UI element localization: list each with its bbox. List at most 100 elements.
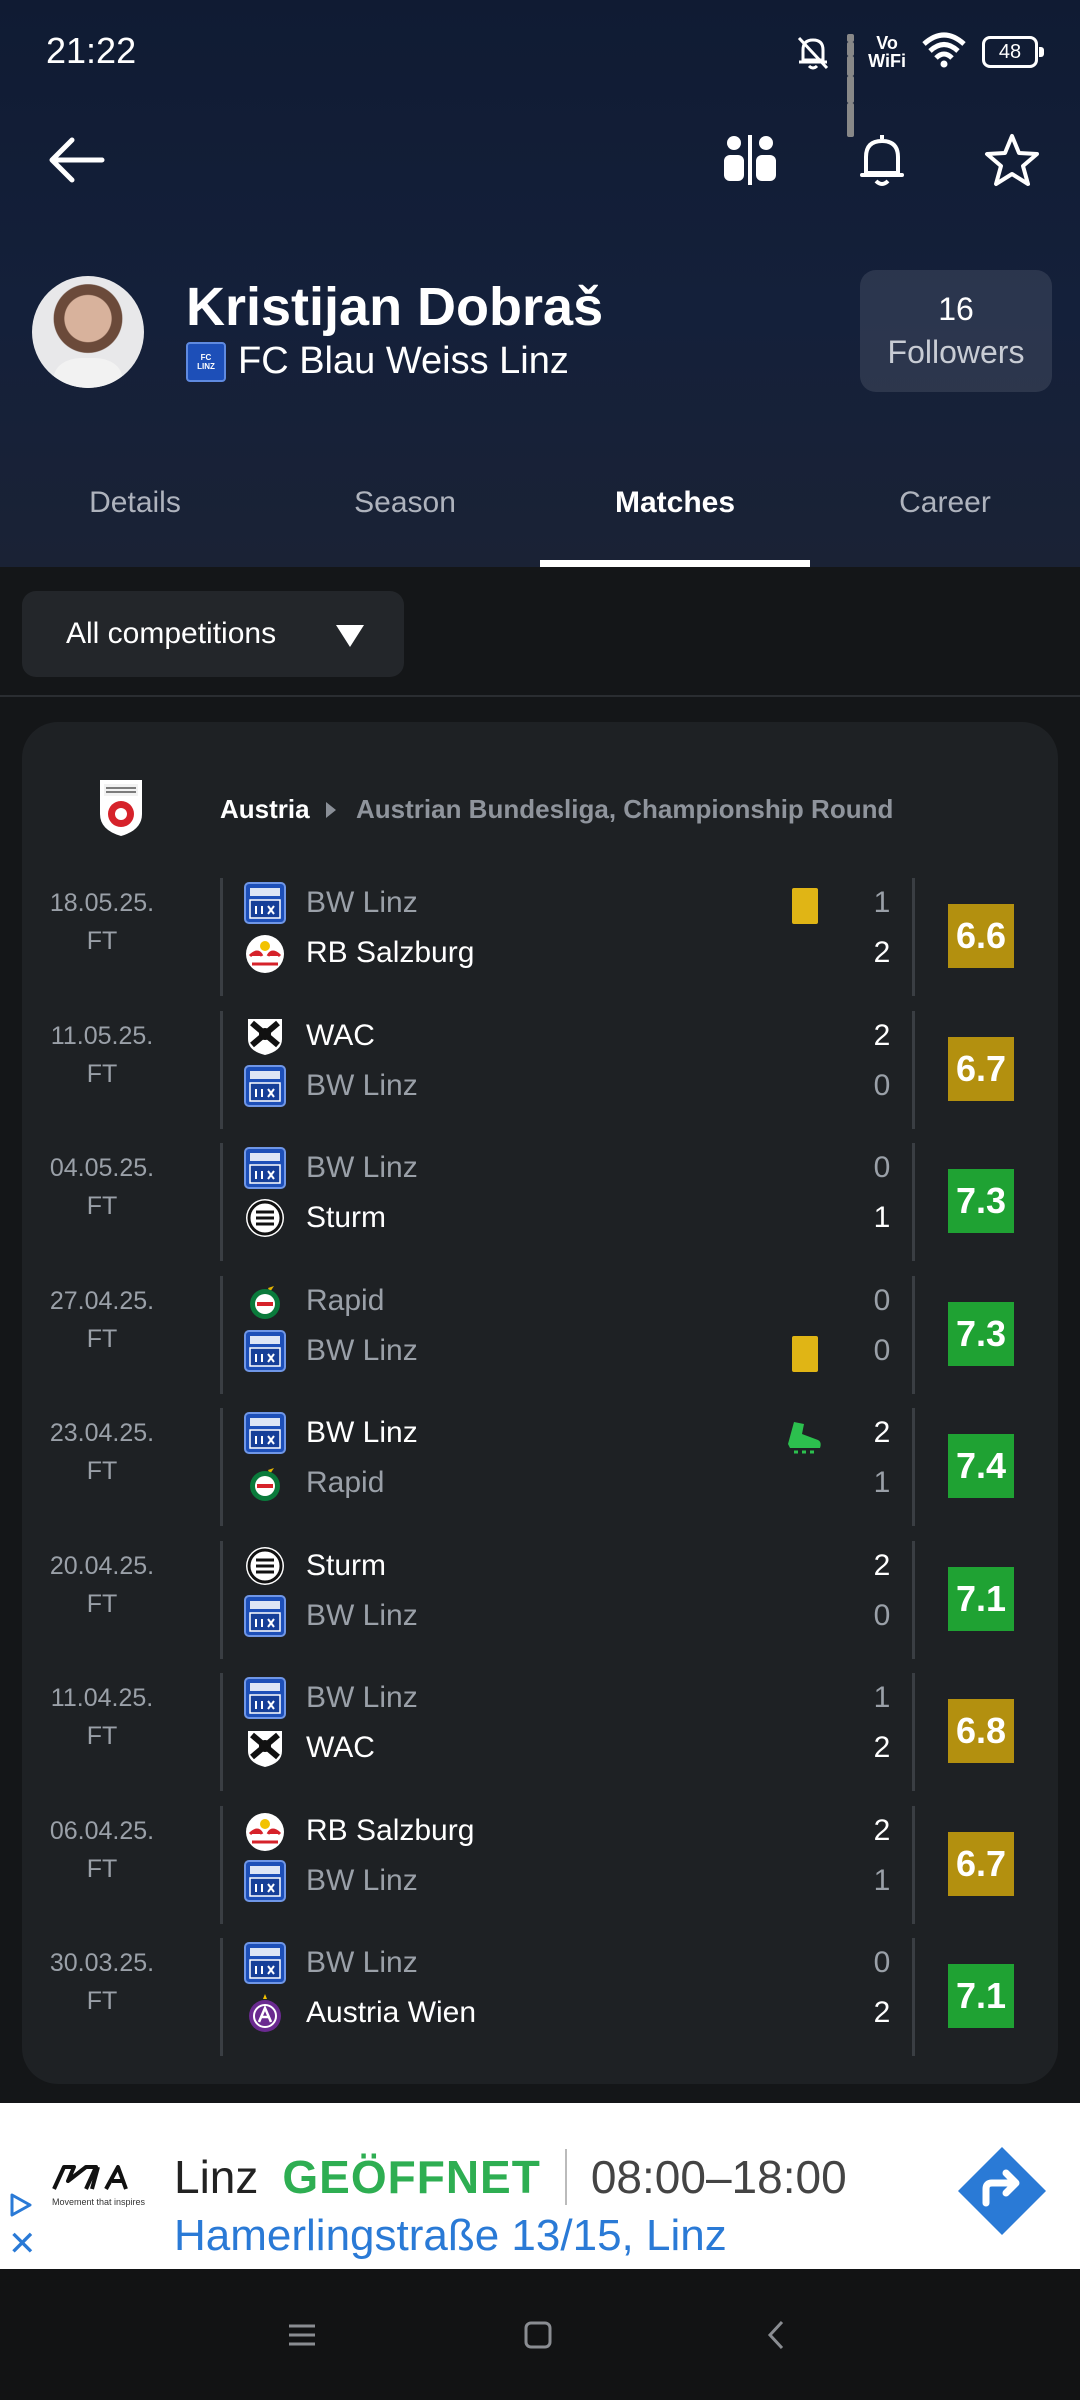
away-score: 0 [873, 1333, 891, 1367]
home-score: 2 [873, 1548, 891, 1582]
boot-icon [788, 1422, 821, 1454]
chevron-left-icon [767, 2320, 784, 2350]
ad-close-button[interactable]: ✕ [8, 2225, 37, 2263]
tab-matches[interactable]: Matches [540, 462, 810, 568]
divider [912, 1010, 915, 1129]
match-date-text: 18.05.25. [49, 889, 155, 917]
favorite-button[interactable] [970, 118, 1054, 202]
follow-notifications-button[interactable] [840, 118, 924, 202]
match-status: FT [86, 1457, 118, 1485]
home-button[interactable] [508, 2305, 568, 2365]
match-date-text: 11.05.25. [50, 1021, 154, 1050]
home-team-name: Sturm [306, 1548, 387, 1582]
away-score: 2 [873, 1996, 891, 2029]
tab-career[interactable]: Career [899, 486, 991, 519]
home-score: 2 [873, 1018, 891, 1052]
match-row[interactable]: 18.05.25. FT BW Linz RB Salzburg 1 2 6.6 [22, 872, 1058, 996]
home-team: Rapid [244, 1276, 384, 1326]
bell-muted-icon [793, 32, 833, 72]
team-crest-icon [244, 1462, 286, 1504]
arrow-left-icon [49, 137, 105, 183]
ad-banner[interactable]: ✕ Movement that inspires Linz GEÖFFNET 0… [0, 2103, 1080, 2269]
away-team: Austria Wien [244, 1988, 476, 2038]
match-row[interactable]: 04.05.25. FT BW Linz Sturm 0 1 7.3 [22, 1137, 1058, 1261]
match-row[interactable]: 20.04.25. FT Sturm BW Linz 2 0 7.1 [22, 1535, 1058, 1659]
back-button[interactable] [34, 118, 118, 202]
system-navigation-bar [0, 2269, 1080, 2400]
match-date-text: 23.04.25. [49, 1419, 155, 1447]
match-row[interactable]: 11.04.25. FT BW Linz WAC 1 2 6.8 [22, 1667, 1058, 1791]
match-status: FT [86, 1589, 118, 1618]
ad-choices-icon[interactable] [6, 2191, 34, 2219]
team-crest-icon [244, 1147, 286, 1189]
tab-bar: Details Season Matches Career [0, 462, 1080, 568]
divider [220, 1143, 223, 1261]
status-time: 21:22 [46, 30, 137, 71]
match-date: 11.04.25. FT [42, 1679, 162, 1755]
filter-area: All competitions [0, 567, 1080, 697]
team-crest-icon [244, 882, 286, 924]
home-team: Sturm [244, 1541, 386, 1591]
compare-button[interactable] [708, 118, 792, 202]
divider [220, 1938, 223, 2056]
divider [912, 1805, 915, 1924]
divider [912, 1540, 915, 1659]
system-back-button[interactable] [746, 2305, 806, 2365]
match-date: 30.03.25. FT [42, 1944, 162, 2020]
home-team-name: RB Salzburg [306, 1813, 475, 1847]
status-icons: Vo WiFi 48 [793, 30, 1044, 137]
player-rating-badge: 7.1 [948, 1566, 1014, 1631]
home-team-name: BW Linz [306, 886, 418, 919]
recent-apps-button[interactable] [272, 2305, 332, 2365]
match-status: FT [86, 1324, 118, 1353]
tab-details[interactable]: Details [89, 486, 181, 519]
home-team-name: WAC [306, 1018, 375, 1052]
away-score: 0 [873, 1068, 891, 1102]
away-team-name: WAC [306, 1731, 375, 1764]
home-team: WAC [244, 1011, 375, 1061]
team-crest-icon [244, 1942, 286, 1984]
divider [220, 1673, 223, 1791]
divider [912, 1275, 915, 1394]
match-row[interactable]: 27.04.25. FT Rapid BW Linz 0 0 7.3 [22, 1270, 1058, 1394]
home-team: BW Linz [244, 1673, 418, 1723]
caret-down-icon [336, 625, 364, 647]
team-crest-icon [244, 1329, 286, 1372]
competition-filter-dropdown[interactable]: All competitions [22, 591, 404, 677]
matches-card: Austria Austrian Bundesliga, Championshi… [22, 722, 1058, 2084]
away-team-name: BW Linz [306, 1863, 418, 1897]
away-score: 2 [873, 1731, 891, 1764]
home-score: 2 [873, 1416, 891, 1449]
player-header [0, 0, 1080, 567]
match-row[interactable]: 06.04.25. FT RB Salzburg BW Linz 2 1 6.7 [22, 1800, 1058, 1924]
yellow-card-icon [792, 888, 818, 924]
vowifi-indicator: Vo WiFi [868, 32, 906, 71]
match-status: FT [86, 1987, 118, 2015]
match-date: 18.05.25. FT [42, 884, 162, 960]
match-date: 27.04.25. FT [42, 1282, 162, 1358]
match-status: FT [86, 1854, 118, 1883]
player-rating-badge: 7.3 [948, 1301, 1014, 1366]
player-club[interactable]: FC LINZ FC Blau Weiss Linz [186, 340, 569, 383]
divider [912, 1143, 915, 1261]
home-team: RB Salzburg [244, 1806, 474, 1856]
match-row[interactable]: 30.03.25. FT BW Linz Austria Wien 0 2 7.1 [22, 1932, 1058, 2056]
tab-season[interactable]: Season [354, 486, 456, 519]
away-team: BW Linz [244, 1856, 418, 1906]
match-row[interactable]: 23.04.25. FT BW Linz Rapid 2 1 7.4 [22, 1402, 1058, 1526]
compare-players-icon [724, 135, 776, 185]
divider [912, 878, 915, 996]
ad-divider [564, 2149, 567, 2205]
match-row[interactable]: 11.05.25. FT WAC BW Linz 2 0 6.7 [22, 1005, 1058, 1129]
ad-hours: 08:00–18:00 [590, 2151, 847, 2203]
team-crest-icon [244, 1810, 286, 1852]
player-rating-badge: 6.6 [948, 904, 1014, 968]
away-team-name: BW Linz [306, 1598, 418, 1632]
match-date-text: 06.04.25. [49, 1816, 155, 1845]
match-date-text: 04.05.25. [49, 1154, 155, 1182]
player-avatar [32, 276, 144, 388]
divider [912, 1938, 915, 2056]
directions-icon[interactable] [956, 2145, 1048, 2237]
competition-header[interactable]: Austria Austrian Bundesliga, Championshi… [22, 722, 1058, 872]
team-crest-icon [244, 1992, 286, 2034]
